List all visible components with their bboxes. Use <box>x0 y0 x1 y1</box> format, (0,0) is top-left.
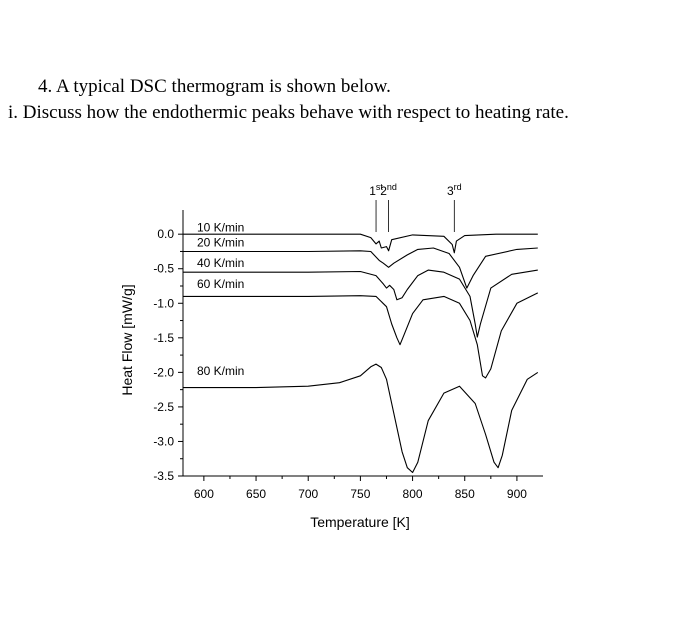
peak-label-suffix: nd <box>387 182 397 192</box>
peak-label-text: 3rd <box>447 182 462 198</box>
series-label: 40 K/min <box>197 256 244 270</box>
series-line <box>183 292 539 379</box>
x-tick-label: 850 <box>455 487 475 501</box>
y-tick-label: -3.0 <box>153 434 174 448</box>
series-label: 20 K/min <box>197 235 244 249</box>
plot-frame <box>182 210 543 477</box>
series-line <box>183 233 538 254</box>
series-label: 10 K/min <box>197 220 244 234</box>
y-tick-label: -1.0 <box>153 296 174 310</box>
peak-label-suffix: rd <box>454 182 462 192</box>
x-tick-label: 700 <box>298 487 318 501</box>
y-axis-label: Heat Flow [mW/g] <box>119 284 135 395</box>
x-tick-label: 650 <box>246 487 266 501</box>
x-tick-label: 900 <box>507 487 527 501</box>
series-lines <box>183 233 539 474</box>
x-tick-label: 750 <box>350 487 370 501</box>
y-tick-label: -0.5 <box>153 262 174 276</box>
series-line <box>183 247 538 289</box>
y-tick-label: -2.0 <box>153 365 174 379</box>
y-tick-label: -1.5 <box>153 331 174 345</box>
y-tick-label: -3.5 <box>153 469 174 483</box>
x-axis-label: Temperature [K] <box>310 514 410 530</box>
x-tick-label: 800 <box>403 487 423 501</box>
peak-label: 3rd <box>447 182 462 232</box>
y-tick-label: 0.0 <box>157 227 174 241</box>
question-line-1: 4. A typical DSC thermogram is shown bel… <box>38 76 391 97</box>
x-tick-label: 600 <box>194 487 214 501</box>
peak-label: 2nd <box>380 182 397 232</box>
series-label: 60 K/min <box>197 277 244 291</box>
peak-label-text: 2nd <box>380 182 397 198</box>
question-line-2: i. Discuss how the endothermic peaks beh… <box>8 102 569 123</box>
y-tick-label: -2.5 <box>153 400 174 414</box>
peak-label-suffix: st <box>376 182 384 192</box>
axis-ticks: 600 650 700 750 800 850 900 0.0 -0.5 -1.0 -1.5 -2.0… <box>153 227 527 501</box>
series-line <box>183 363 539 474</box>
series-line <box>183 269 538 338</box>
series-label: 80 K/min <box>197 364 244 378</box>
